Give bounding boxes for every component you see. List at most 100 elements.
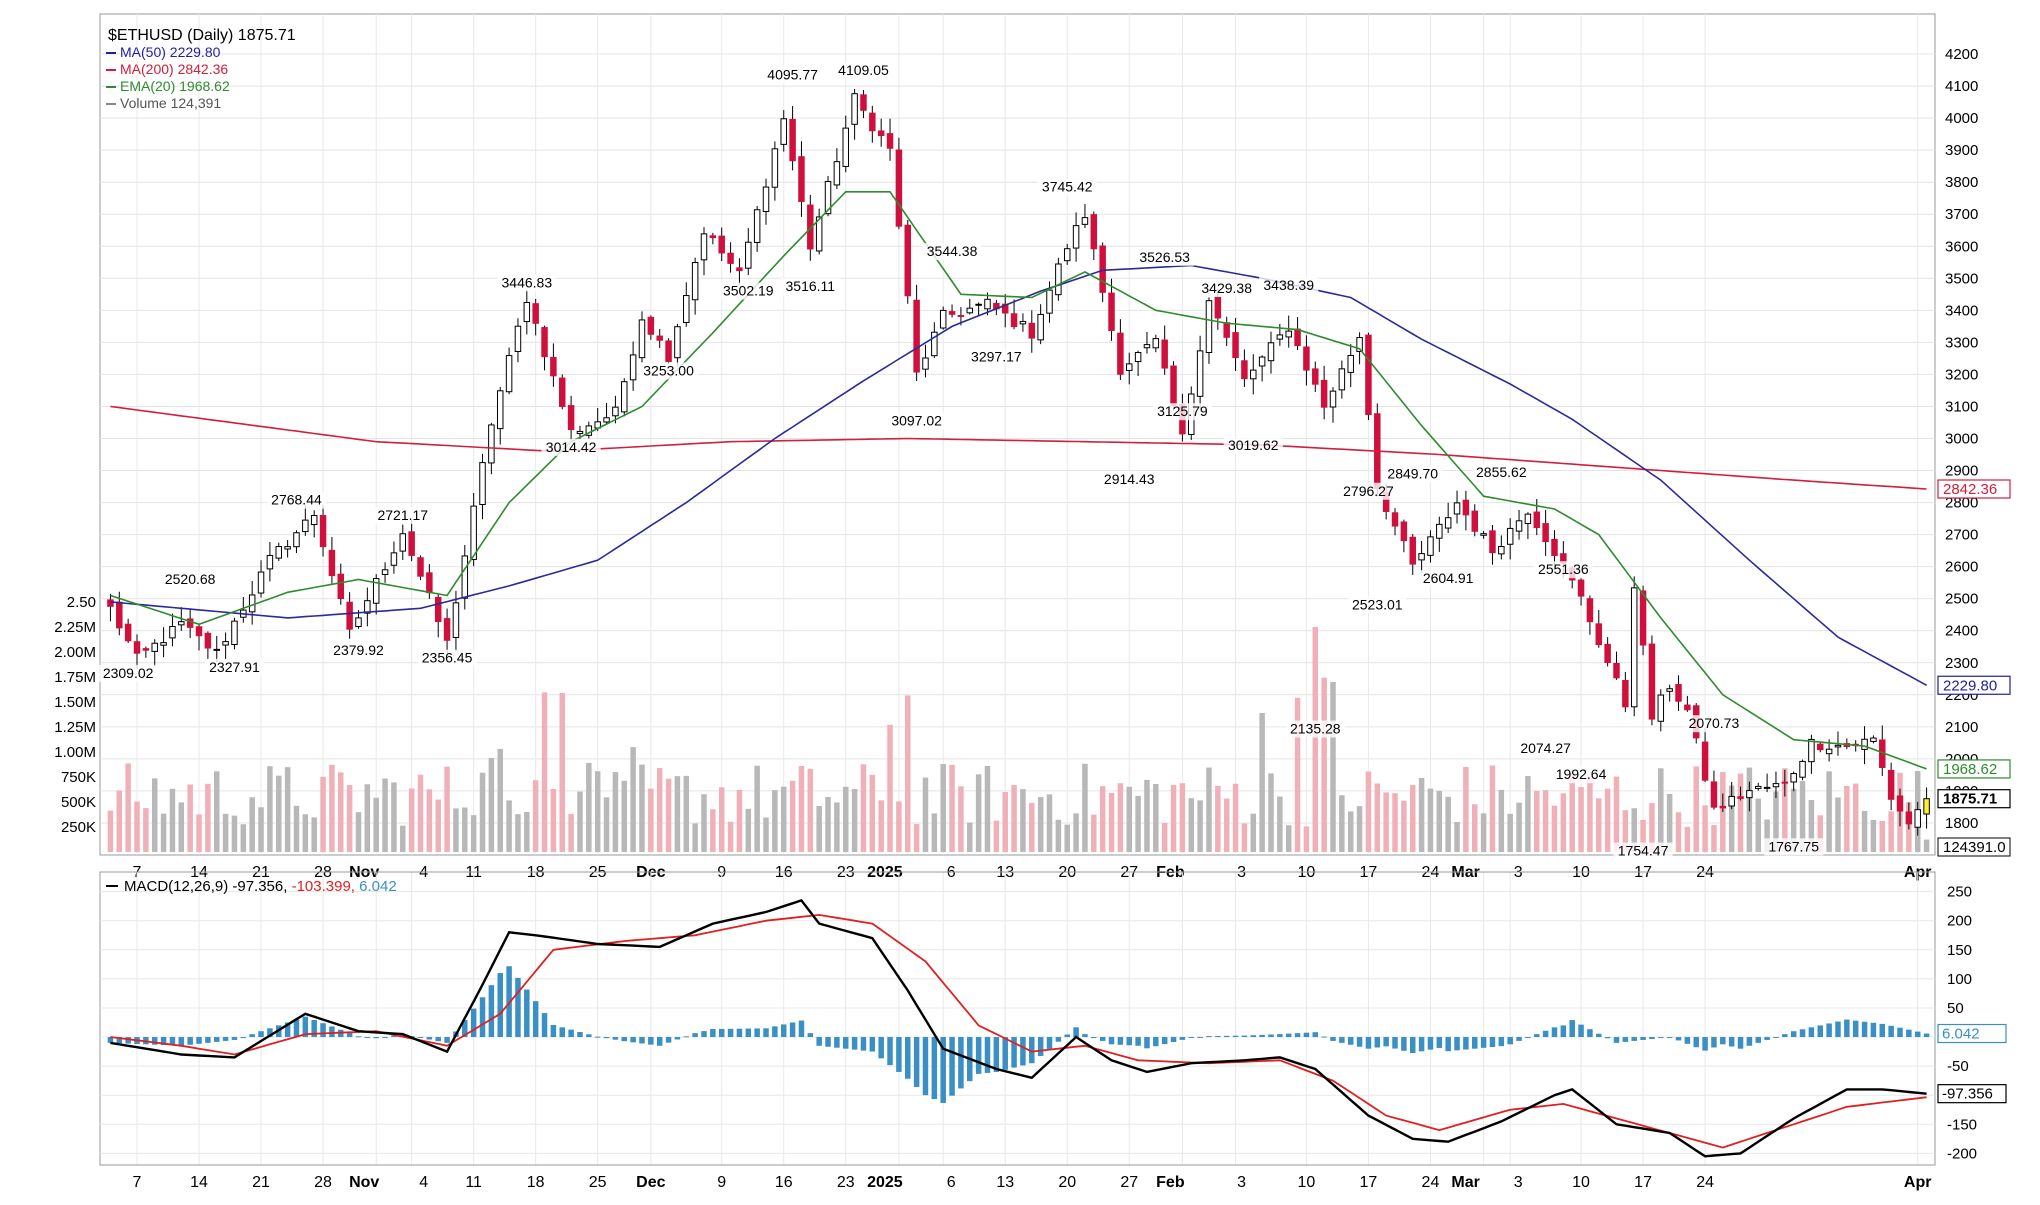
candle: [248, 594, 256, 613]
volume-bar: [816, 806, 822, 852]
price-tick-label: 3900: [1945, 142, 1978, 159]
candle: [541, 327, 548, 358]
price-tick-label: 3400: [1945, 302, 1978, 319]
volume-bar: [1675, 812, 1682, 852]
volume-bar: [1020, 789, 1026, 852]
candle: [1436, 523, 1443, 539]
volume-bar: [683, 775, 690, 852]
macd-histogram-bar: [1064, 1034, 1070, 1038]
macd-histogram-bar: [1817, 1025, 1824, 1038]
candle: [1861, 738, 1868, 750]
macd-histogram-bar: [1799, 1029, 1806, 1038]
macd-histogram-bar: [1870, 1022, 1877, 1038]
candle: [638, 319, 646, 359]
macd-histogram-bar: [1507, 1037, 1513, 1045]
macd-histogram-bar: [1844, 1019, 1850, 1038]
volume-bar: [240, 824, 247, 852]
macd-histogram-bar: [577, 1032, 583, 1038]
candle: [523, 302, 531, 323]
macd-histogram-bar: [1259, 1034, 1265, 1038]
volume-bar: [1161, 823, 1168, 852]
macd-histogram-bar: [1321, 1036, 1327, 1038]
macd-histogram-bar: [1002, 1037, 1008, 1070]
macd-histogram-bar: [798, 1020, 805, 1038]
candle: [1117, 332, 1124, 375]
volume-bar: [462, 807, 468, 852]
candle: [1728, 795, 1735, 807]
macd-histogram-bar: [1746, 1037, 1753, 1046]
macd-x-tick-label: Apr: [1904, 1174, 1932, 1191]
macd-right-label: 6.042: [1942, 1026, 1980, 1043]
candle: [488, 424, 495, 464]
volume-bar: [267, 766, 273, 852]
macd-histogram-bar: [1011, 1037, 1017, 1068]
macd-tick-label: 150: [1947, 942, 1972, 959]
macd-histogram-bar: [1897, 1027, 1903, 1038]
volume-bar: [1454, 821, 1460, 852]
price-tick-label: 2600: [1945, 559, 1978, 576]
macd-histogram-bar: [1037, 1037, 1044, 1057]
volume-bar: [1135, 795, 1141, 852]
candle: [1754, 785, 1762, 789]
macd-histogram-bar: [1711, 1037, 1717, 1048]
macd-histogram-bar: [718, 1028, 725, 1038]
macd-histogram-bar: [355, 1036, 362, 1038]
volume-bar: [302, 814, 309, 852]
volume-bar: [1658, 768, 1664, 852]
volume-bar: [515, 814, 521, 852]
annotation-bg: [833, 62, 894, 80]
annotation-bg: [1338, 482, 1399, 500]
macd-x-tick-label: 3: [1237, 1174, 1246, 1191]
volume-bar: [1826, 771, 1832, 852]
volume-bar: [1303, 826, 1310, 852]
volume-bar: [1037, 797, 1044, 852]
volume-bar: [1879, 821, 1886, 852]
macd-tick-label: 250: [1947, 884, 1972, 901]
volume-tick-label: 500K: [61, 794, 96, 811]
price-tick-label: 1800: [1945, 815, 1978, 832]
candle: [160, 642, 167, 646]
volume-bar: [789, 780, 796, 852]
macd-histogram-bar: [1852, 1020, 1859, 1038]
macd-histogram-bar: [630, 1037, 636, 1043]
macd-histogram-bar: [1906, 1029, 1912, 1038]
price-annotation: 1754.47: [1618, 843, 1669, 859]
macd-histogram-bar: [329, 1026, 335, 1038]
candle: [275, 546, 283, 559]
macd-histogram-bar: [391, 1035, 397, 1038]
macd-histogram-bar: [1587, 1029, 1593, 1038]
macd-histogram-bar: [125, 1037, 131, 1044]
price-annotation: 3446.83: [502, 274, 553, 290]
price-tick-label: 3700: [1945, 206, 1978, 223]
volume-bar: [1587, 775, 1593, 852]
macd-x-tick-label: 6: [947, 1174, 956, 1191]
annotation-bg: [328, 642, 389, 660]
volume-bar: [338, 772, 344, 852]
macd-histogram-bar: [648, 1037, 654, 1045]
macd-histogram-bar: [1808, 1027, 1815, 1038]
macd-histogram-bar: [311, 1019, 317, 1038]
volume-bar: [727, 821, 734, 852]
volume-bar: [479, 772, 486, 852]
volume-bar: [834, 802, 840, 852]
macd-x-tick-label: 17: [1360, 1174, 1378, 1191]
macd-histogram-bar: [1720, 1037, 1726, 1045]
candle: [975, 303, 982, 306]
volume-bar: [1383, 792, 1389, 852]
macd-histogram-bar: [825, 1037, 831, 1047]
macd-panel-frame: [99, 871, 1936, 1166]
macd-histogram-bar: [1330, 1037, 1336, 1041]
annotation-bg: [1099, 470, 1159, 488]
price-annotation: 2796.27: [1343, 483, 1394, 499]
macd-histogram-bar: [1215, 1035, 1221, 1038]
candle: [1737, 796, 1744, 799]
volume-bar: [550, 789, 557, 852]
macd-histogram-bar: [834, 1037, 840, 1048]
macd-histogram-bar: [231, 1037, 238, 1040]
macd-histogram-bar: [1764, 1037, 1770, 1040]
annotation-bg: [1551, 766, 1611, 784]
price-annotation: 2721.17: [377, 507, 428, 523]
volume-bar: [1029, 802, 1035, 852]
macd-histogram-bar: [905, 1037, 911, 1079]
